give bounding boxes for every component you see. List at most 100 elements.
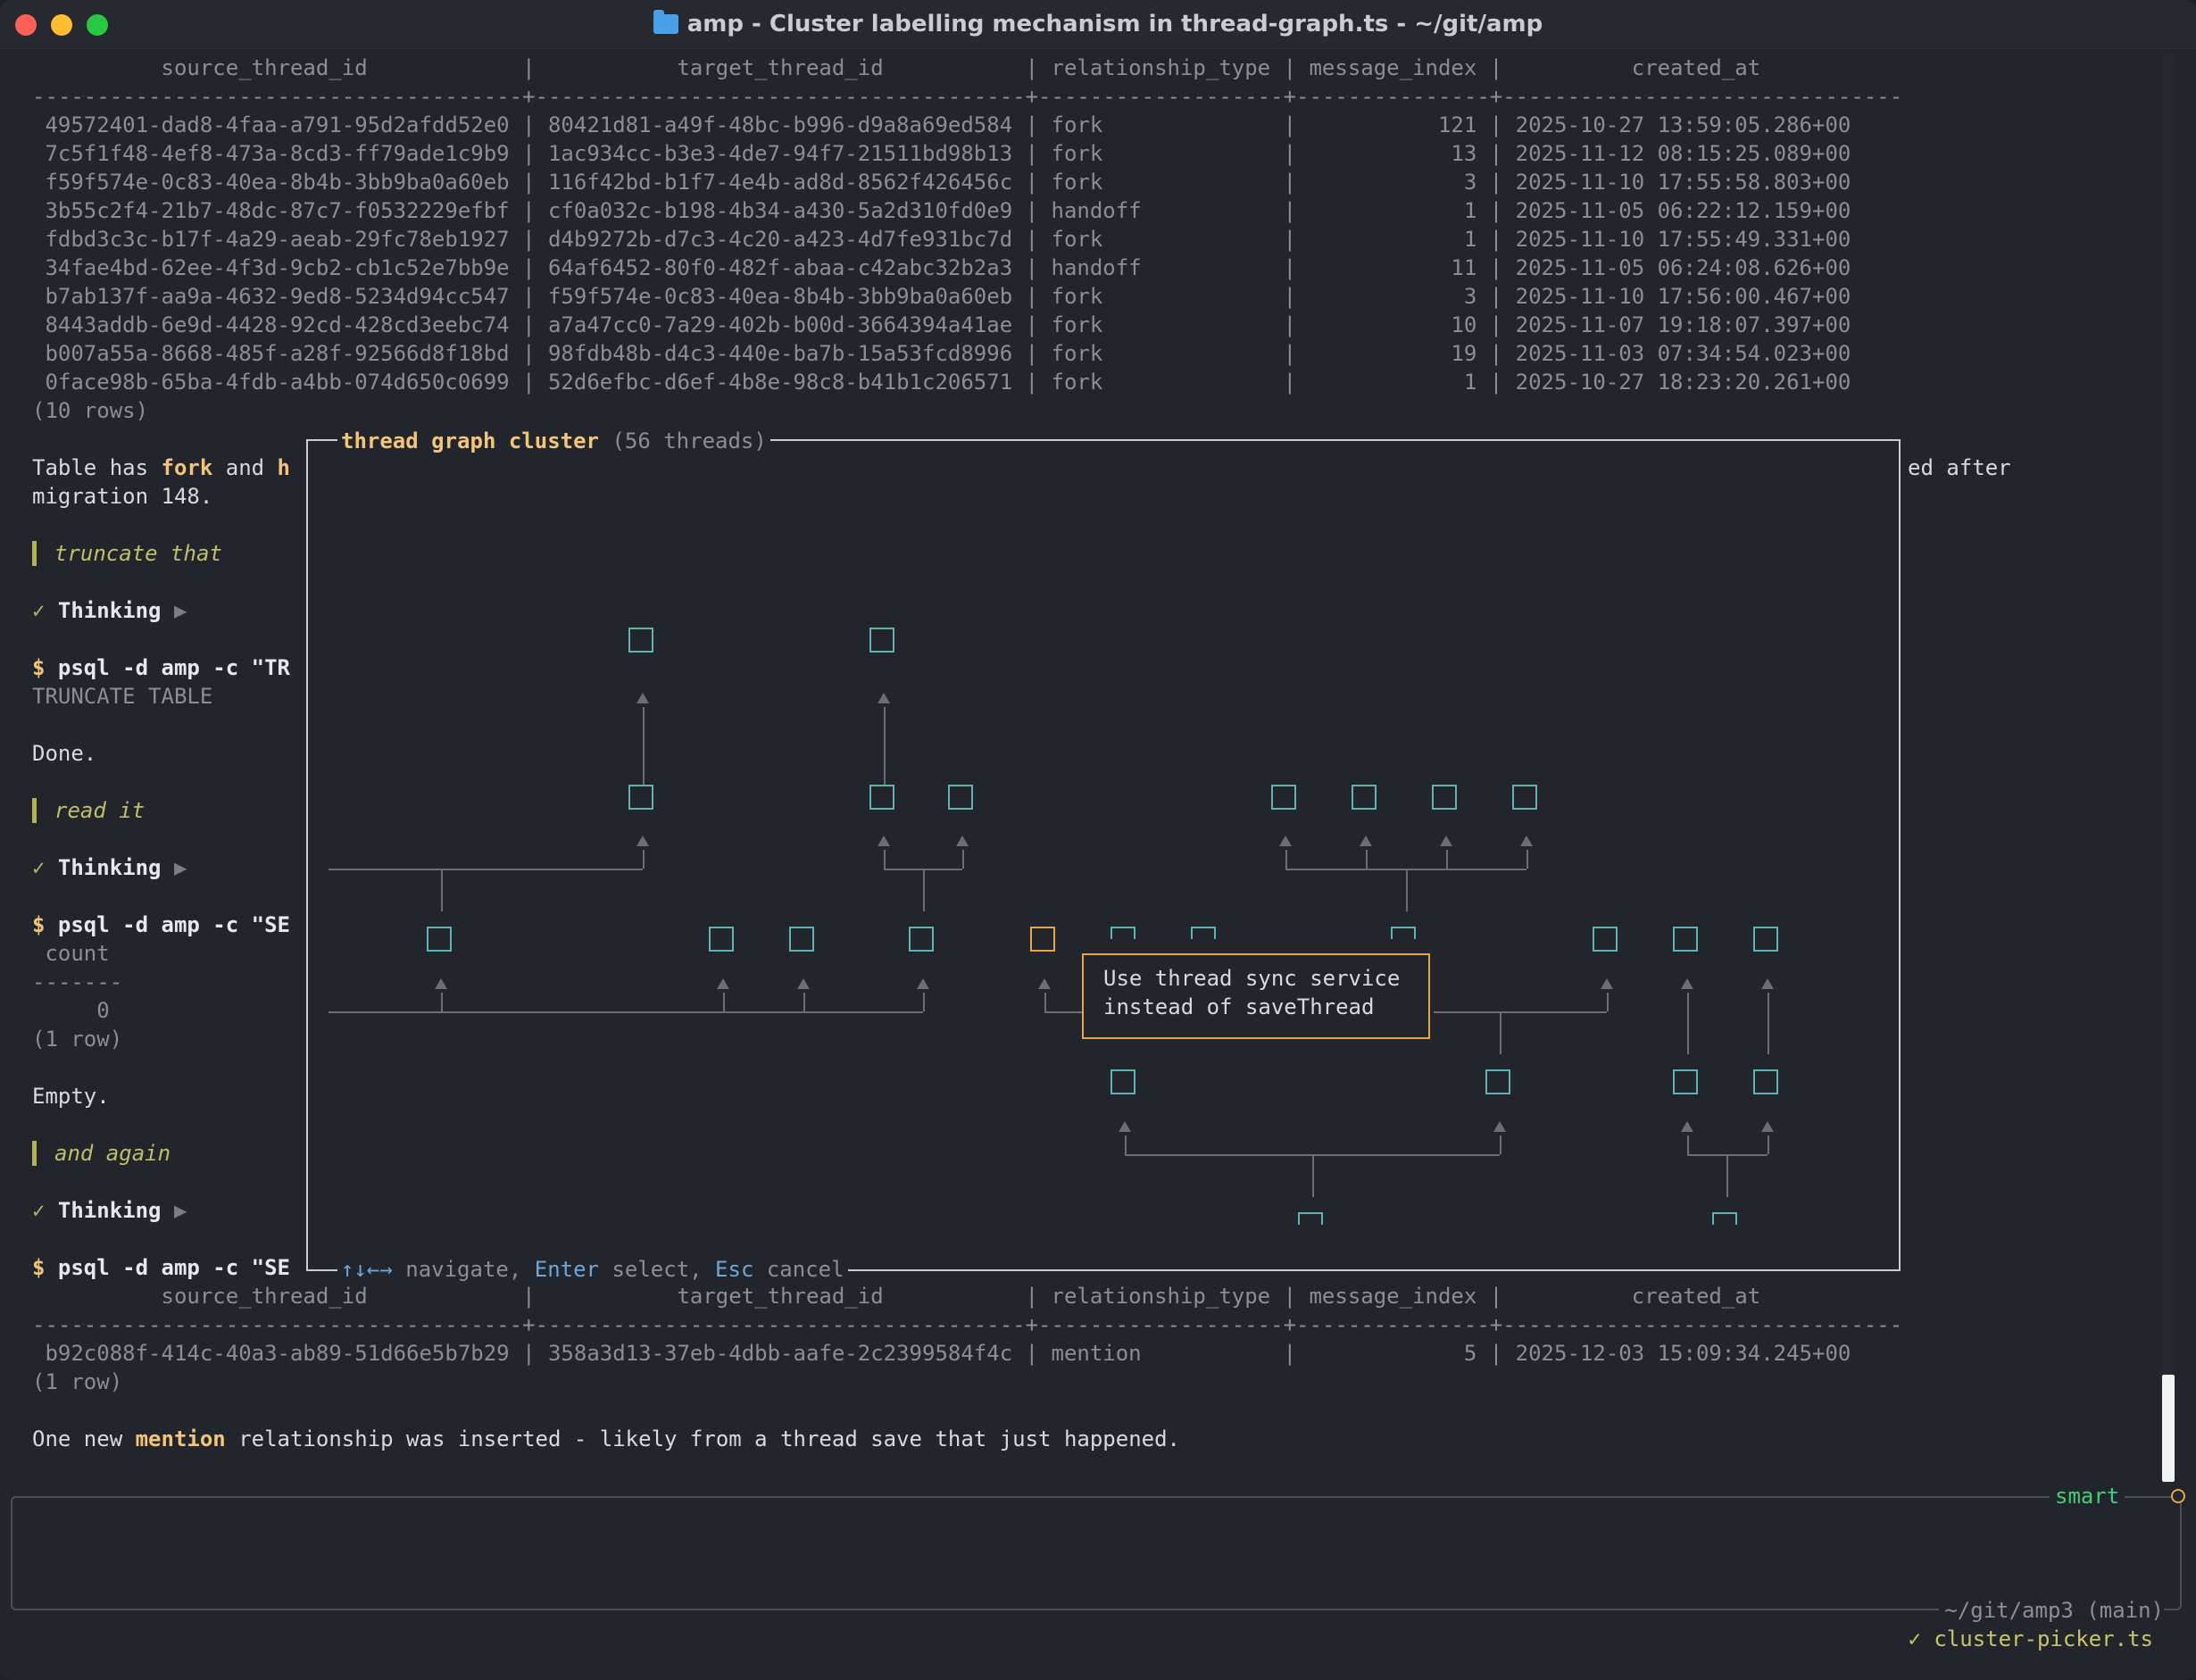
assistant-empty: Empty. (32, 1084, 110, 1109)
thread-node[interactable] (1512, 785, 1537, 810)
user-message-bar (32, 1141, 37, 1166)
table1-separator: --------------------------------------+-… (32, 84, 1903, 109)
node-tooltip: Use thread sync service instead of saveT… (1082, 953, 1430, 1039)
graph-edge (1768, 993, 1769, 1054)
check-icon: ✓ (32, 855, 46, 880)
thread-node[interactable] (1391, 927, 1416, 939)
changed-file[interactable]: ✓ cluster-picker.ts (1908, 1626, 2153, 1651)
thinking-toggle-1[interactable]: ✓ Thinking ▶ (32, 596, 187, 625)
window-title-text: amp - Cluster labelling mechanism in thr… (686, 11, 1543, 37)
table2-row: b92c088f-414c-40a3-ab89-51d66e5b7b29 | 3… (32, 1341, 1851, 1366)
count-header: count (32, 941, 110, 966)
command-text: psql -d amp -c "SE (57, 1255, 290, 1280)
user-message-2: read it (32, 796, 145, 825)
zoom-window-button[interactable] (87, 14, 108, 36)
thread-node[interactable] (1110, 1069, 1135, 1094)
table2-header: source_thread_id | target_thread_id | re… (32, 1284, 1761, 1309)
graph-edge (1406, 869, 1408, 911)
scrollbar-track[interactable] (2162, 54, 2175, 1375)
minimize-window-button[interactable] (51, 14, 72, 36)
text-segment: One new (32, 1426, 136, 1451)
graph-edge (923, 993, 925, 1011)
graph-edge (1687, 1135, 1689, 1154)
thinking-toggle-2[interactable]: ✓ Thinking ▶ (32, 853, 187, 882)
user-message-3: and again (32, 1139, 171, 1168)
table1-row: b7ab137f-aa9a-4632-9ed8-5234d94cc547 | f… (32, 284, 1851, 309)
thread-node[interactable] (1352, 785, 1377, 810)
edge-arrow-icon (717, 978, 729, 989)
folder-icon (653, 10, 678, 34)
thread-node[interactable] (948, 785, 973, 810)
graph-edge (1500, 1011, 1501, 1054)
text-segment: and (212, 455, 278, 480)
graph-edge (1500, 1135, 1501, 1154)
table1-row: fdbd3c3c-b17f-4a29-aeab-29fc78eb1927 | d… (32, 227, 1851, 252)
thread-node[interactable] (709, 927, 734, 952)
thread-node[interactable] (1191, 927, 1216, 939)
prompt-symbol: $ (32, 655, 46, 680)
thread-node[interactable] (1110, 927, 1135, 939)
graph-edge (1366, 850, 1368, 869)
prompt-input[interactable] (11, 1496, 2182, 1610)
thread-node[interactable] (628, 785, 653, 810)
mode-indicator[interactable]: smart (2050, 1482, 2125, 1510)
edge-arrow-icon (1520, 836, 1533, 846)
edge-arrow-icon (878, 693, 890, 703)
close-window-button[interactable] (15, 14, 37, 36)
thread-node[interactable] (1712, 1212, 1737, 1225)
thread-node[interactable] (1593, 927, 1618, 952)
graph-edge (1312, 1154, 1314, 1197)
thread-node[interactable] (1673, 927, 1698, 952)
thread-node[interactable] (1753, 927, 1778, 952)
thinking-label: Thinking (57, 598, 162, 623)
thread-node[interactable] (1485, 1069, 1510, 1094)
thread-node[interactable] (1271, 785, 1296, 810)
thread-node[interactable] (427, 927, 452, 952)
edge-arrow-icon (636, 693, 649, 703)
edge-arrow-icon (878, 836, 890, 846)
table1-row: 49572401-dad8-4faa-a791-95d2afdd52e0 | 8… (32, 112, 1851, 137)
expand-triangle-icon: ▶ (173, 598, 187, 623)
table1-row: 7c5f1f48-4ef8-473a-8cd3-ff79ade1c9b9 | 1… (32, 141, 1851, 166)
assistant-done: Done. (32, 741, 97, 766)
modal-title-text: thread graph cluster (341, 428, 599, 453)
edge-arrow-icon (636, 836, 649, 846)
thread-node[interactable] (869, 785, 894, 810)
thread-node[interactable] (628, 628, 653, 653)
graph-edge (1044, 993, 1046, 1011)
table1-row: 8443addb-6e9d-4428-92cd-428cd3eebc74 | a… (32, 312, 1851, 337)
assistant-text-line1-tail: ed after (1908, 455, 2011, 480)
scrollbar-thumb[interactable] (2162, 1375, 2175, 1482)
graph-edge (1687, 993, 1689, 1054)
thread-node[interactable] (909, 927, 934, 952)
edge-arrow-icon (1681, 1121, 1693, 1132)
thinking-label: Thinking (57, 1198, 162, 1223)
graph-edge (441, 869, 443, 911)
text-segment: relationship was inserted - likely from … (225, 1426, 1180, 1451)
user-message-1: truncate that (32, 539, 222, 568)
thread-node[interactable] (1673, 1069, 1698, 1094)
thinking-toggle-3[interactable]: ✓ Thinking ▶ (32, 1196, 187, 1225)
esc-key-hint: Esc (715, 1257, 754, 1282)
edge-arrow-icon (1601, 978, 1613, 989)
graph-edge (441, 993, 443, 1011)
edge-arrow-icon (1681, 978, 1693, 989)
check-icon: ✓ (32, 598, 46, 623)
thinking-label: Thinking (57, 855, 162, 880)
thread-node[interactable] (1432, 785, 1457, 810)
edge-arrow-icon (956, 836, 969, 846)
count-separator: ------- (32, 969, 123, 994)
thread-node[interactable] (1753, 1069, 1778, 1094)
summary-line: One new mention relationship was inserte… (32, 1425, 1180, 1453)
graph-edge (884, 707, 886, 785)
expand-triangle-icon: ▶ (173, 855, 187, 880)
graph-edge (329, 869, 643, 870)
command-line-2: $ psql -d amp -c "SE (32, 911, 290, 939)
thread-node[interactable] (1298, 1212, 1323, 1225)
command-output-1: TRUNCATE TABLE (32, 684, 213, 709)
graph-edge (1285, 850, 1287, 869)
thread-node[interactable] (789, 927, 814, 952)
thread-node[interactable] (869, 628, 894, 653)
graph-edge (723, 993, 725, 1011)
selected-thread-node[interactable] (1030, 927, 1055, 952)
